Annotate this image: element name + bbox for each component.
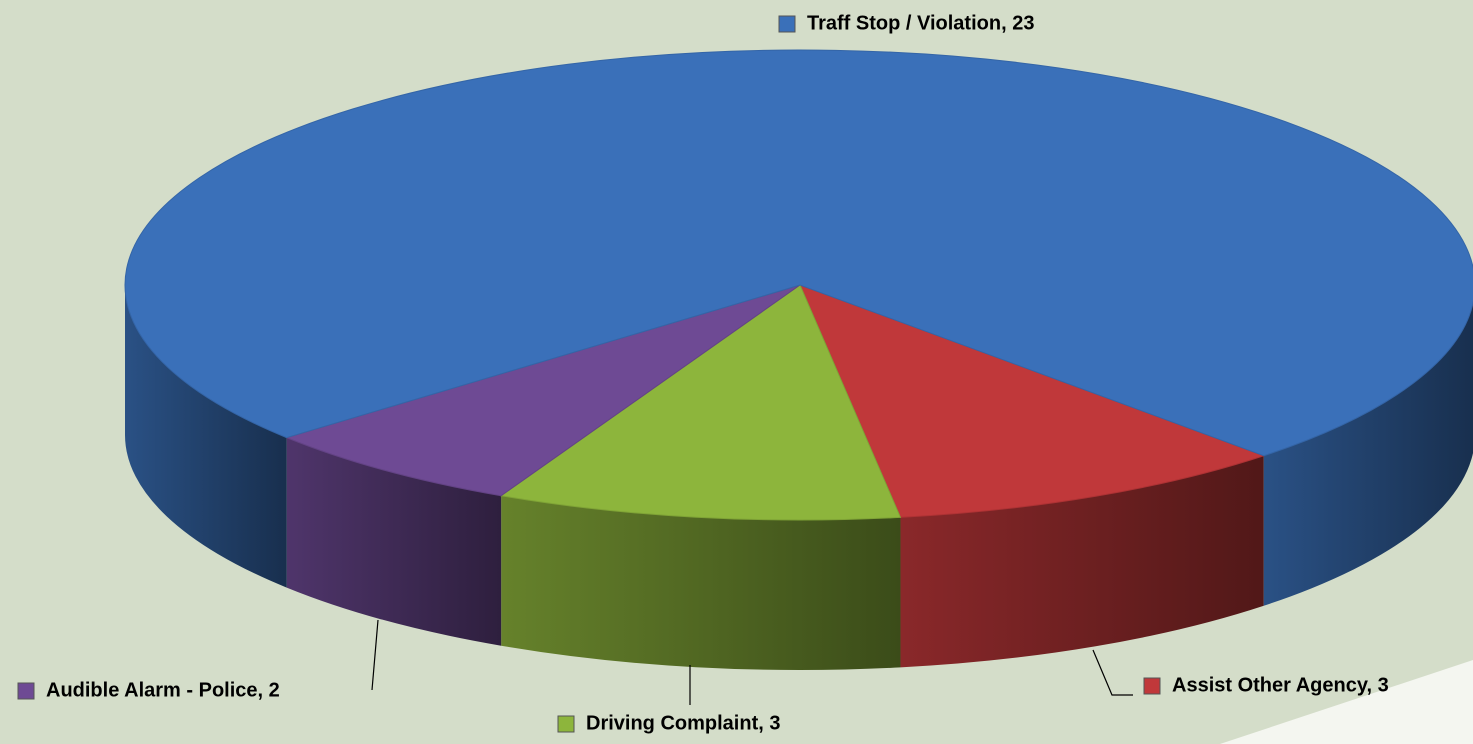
data-label: Traff Stop / Violation, 23 — [807, 12, 1034, 34]
data-label: Assist Other Agency, 3 — [1172, 674, 1389, 696]
label-swatch — [17, 682, 35, 700]
label-swatch — [557, 715, 575, 733]
pie-slice — [499, 284, 902, 521]
leader-line — [1092, 649, 1133, 696]
label-swatch — [778, 15, 796, 33]
pie-side — [1263, 302, 1473, 606]
pie-slice — [799, 284, 1266, 518]
data-label: Driving Complaint, 3 — [586, 712, 780, 734]
pie-side — [124, 285, 287, 588]
pie-slice — [285, 284, 801, 497]
pie-tops — [124, 49, 1473, 521]
background-accent — [1220, 660, 1473, 744]
pie-side — [286, 437, 502, 646]
pie-side — [501, 495, 901, 670]
pie-sides — [124, 285, 1473, 670]
pie-side — [900, 455, 1264, 668]
leader-line — [371, 619, 379, 691]
label-swatch — [1143, 677, 1161, 695]
data-label: Audible Alarm - Police, 2 — [46, 679, 280, 701]
labels: Assist Other Agency, 3 Driving Complaint,… — [17, 12, 1389, 734]
